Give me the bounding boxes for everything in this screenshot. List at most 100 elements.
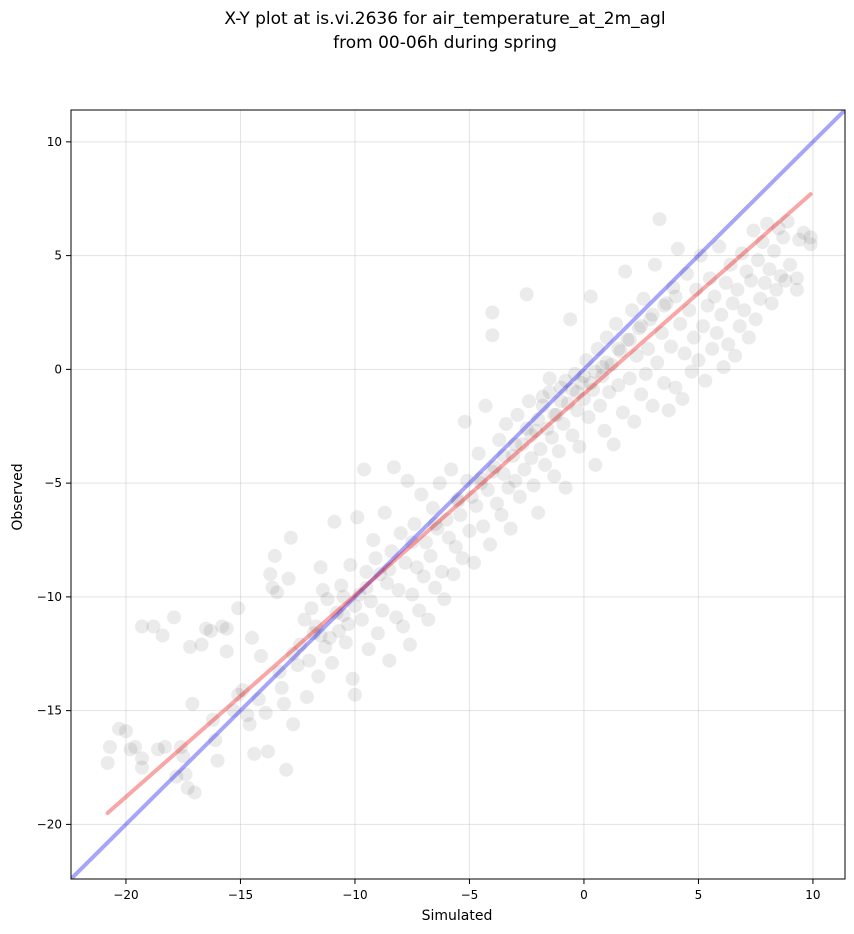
- scatter-point: [718, 275, 733, 290]
- scatter-point: [638, 366, 653, 381]
- scatter-point: [712, 239, 727, 254]
- scatter-point: [647, 257, 662, 272]
- scatter-point: [696, 319, 711, 334]
- scatter-point: [336, 608, 351, 623]
- scatter-point: [128, 740, 143, 755]
- scatter-point: [215, 619, 230, 634]
- scatter-point: [325, 655, 340, 670]
- scatter-point: [467, 555, 482, 570]
- scatter-point: [151, 742, 166, 757]
- scatter-point: [363, 594, 378, 609]
- scatter-point: [343, 558, 358, 573]
- scatter-point: [574, 376, 589, 391]
- scatter-point: [533, 441, 548, 456]
- scatter-point: [297, 612, 312, 627]
- scatter-point: [650, 355, 665, 370]
- scatter-point: [405, 535, 420, 550]
- scatter-point: [583, 376, 598, 391]
- scatter-point: [242, 717, 257, 732]
- scatter-point: [409, 560, 424, 575]
- scatter-point: [517, 462, 532, 477]
- scatter-point: [677, 346, 692, 361]
- scatter-point: [634, 319, 649, 334]
- scatter-point: [620, 332, 635, 347]
- scatter-point: [455, 551, 470, 566]
- scatter-point: [595, 369, 610, 384]
- scatter-point: [265, 580, 280, 595]
- scatter-point: [524, 428, 539, 443]
- grid-lines: [71, 110, 845, 879]
- scatter-point: [682, 303, 697, 318]
- scatter-point: [588, 457, 603, 472]
- scatter-point: [560, 396, 575, 411]
- scatter-point: [276, 696, 291, 711]
- scatter-point: [499, 416, 514, 431]
- scatter-point: [384, 544, 399, 559]
- scatter-point: [547, 469, 562, 484]
- scatter-point: [231, 687, 246, 702]
- scatter-point: [469, 498, 484, 513]
- scatter-point: [496, 448, 511, 463]
- scatter-point: [322, 630, 337, 645]
- scatter-point: [652, 212, 667, 227]
- scatter-point: [205, 712, 220, 727]
- scatter-point: [521, 394, 536, 409]
- scatter-point: [112, 721, 127, 736]
- scatter-point: [407, 517, 422, 532]
- scatter-point: [707, 289, 722, 304]
- scatter-point: [100, 755, 115, 770]
- scatter-point: [393, 526, 408, 541]
- scatter-point: [734, 246, 749, 261]
- scatter-point: [627, 414, 642, 429]
- scatter-point: [380, 576, 395, 591]
- scatter-point: [485, 328, 500, 343]
- scatter-point: [338, 635, 353, 650]
- scatter-point: [299, 689, 314, 704]
- y-tick-label: 10: [47, 135, 62, 149]
- scatter-point: [412, 603, 427, 618]
- x-tick-label: −5: [461, 888, 479, 902]
- scatter-point: [691, 353, 706, 368]
- scatter-point: [359, 564, 374, 579]
- scatter-point: [350, 510, 365, 525]
- scatter-point: [178, 767, 193, 782]
- scatter-point: [535, 398, 550, 413]
- scatter-point: [689, 282, 704, 297]
- scatter-point: [641, 341, 656, 356]
- scatter-point: [778, 273, 793, 288]
- scatter-point: [618, 264, 633, 279]
- scatter-point: [279, 762, 294, 777]
- scatter-point: [173, 740, 188, 755]
- scatter-point: [425, 501, 440, 516]
- scatter-point: [309, 619, 324, 634]
- scatter-point: [318, 639, 333, 654]
- scatter-point: [512, 489, 527, 504]
- scatter-point: [251, 692, 266, 707]
- scatter-point: [803, 230, 818, 245]
- scatter-point: [320, 592, 335, 607]
- scatter-point: [565, 382, 580, 397]
- scatter-point: [451, 492, 465, 507]
- scatter-point: [219, 621, 234, 636]
- scatter-point: [531, 505, 546, 520]
- scatter-point: [755, 234, 770, 249]
- scatter-point: [313, 628, 328, 643]
- scatter-point: [226, 703, 241, 718]
- scatter-point: [391, 583, 406, 598]
- scatter-point: [741, 330, 756, 345]
- scatter-point: [439, 512, 454, 527]
- scatter-point: [673, 316, 688, 331]
- scatter-point: [535, 389, 550, 404]
- scatter-point: [796, 225, 811, 240]
- scatter-point: [375, 603, 390, 618]
- scatter-point: [592, 398, 607, 413]
- scatter-point: [599, 355, 614, 370]
- scatter-point: [430, 521, 445, 536]
- scatter-point: [235, 683, 250, 698]
- scatter-point: [194, 637, 209, 652]
- scatter-point: [760, 216, 775, 231]
- y-tick-label: 5: [54, 249, 62, 263]
- scatter-point: [505, 448, 520, 463]
- scatter-point: [421, 612, 436, 627]
- scatter-point: [366, 533, 381, 548]
